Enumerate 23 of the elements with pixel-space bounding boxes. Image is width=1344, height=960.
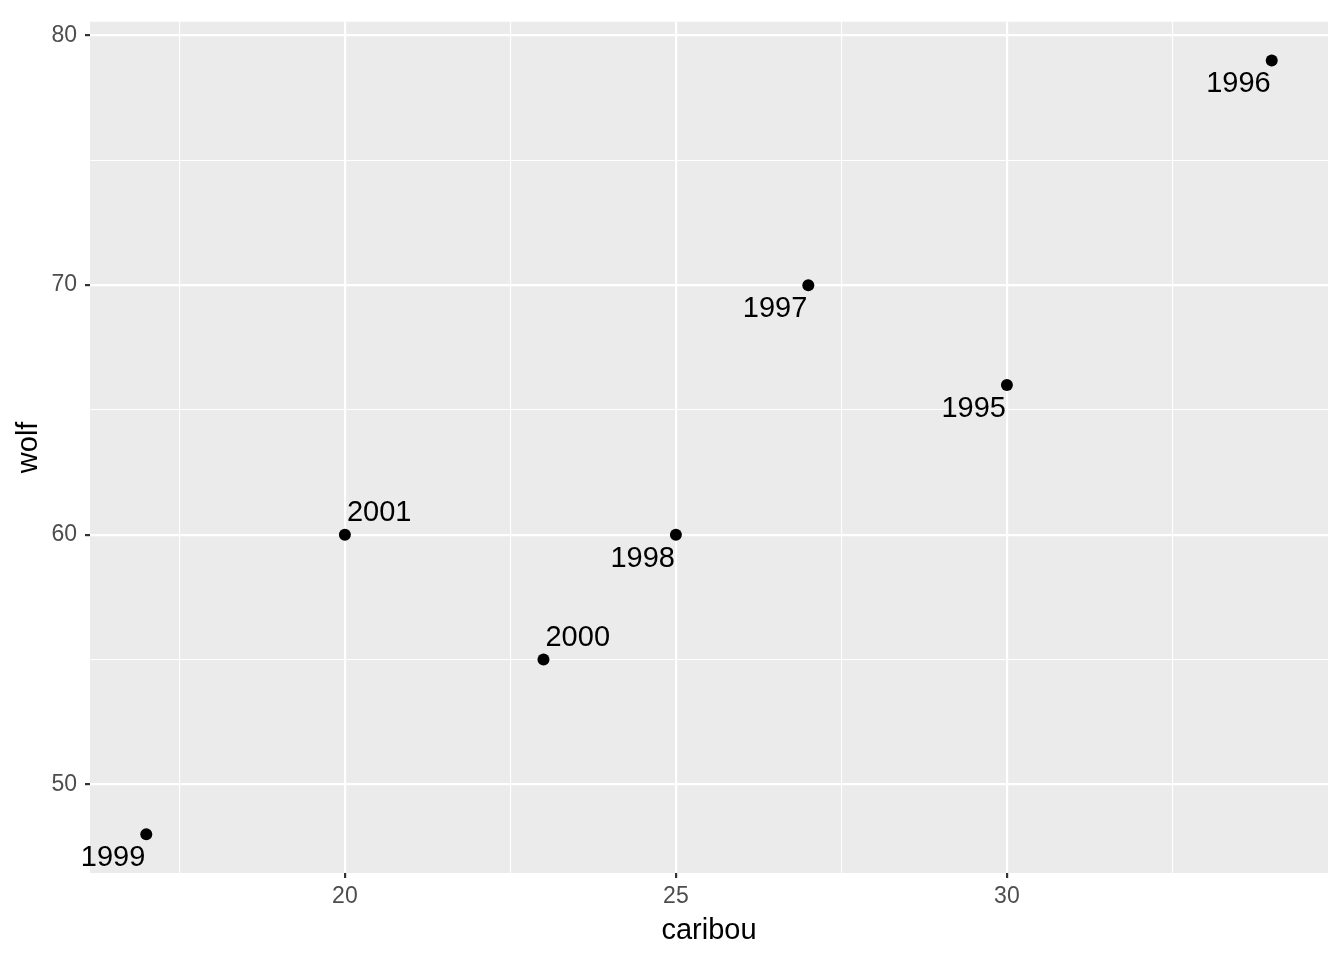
point	[669, 528, 682, 541]
y-tick-label: 70	[51, 270, 77, 297]
y-tick-label: 60	[51, 520, 77, 547]
x-tick-label: 30	[994, 882, 1020, 909]
annotation: 2001	[346, 494, 412, 527]
point	[1265, 54, 1278, 67]
point	[140, 828, 153, 841]
annotation: 2000	[545, 619, 611, 652]
y-tick-label: 80	[51, 20, 77, 47]
y-tick-label: 50	[51, 769, 77, 796]
point	[1000, 379, 1013, 391]
annotation: 1999	[80, 840, 146, 873]
point	[802, 279, 815, 292]
annotation: 1997	[742, 291, 808, 324]
x-tick-label: 25	[663, 882, 689, 909]
annotation: 1996	[1206, 66, 1271, 99]
y-axis-title: wolf	[11, 420, 44, 475]
x-tick-label: 20	[332, 882, 358, 909]
annotation: 1995	[941, 391, 1006, 423]
annotation: 1998	[610, 540, 675, 573]
point	[338, 528, 351, 541]
point	[537, 653, 550, 666]
x-axis-title: caribou	[661, 912, 757, 945]
